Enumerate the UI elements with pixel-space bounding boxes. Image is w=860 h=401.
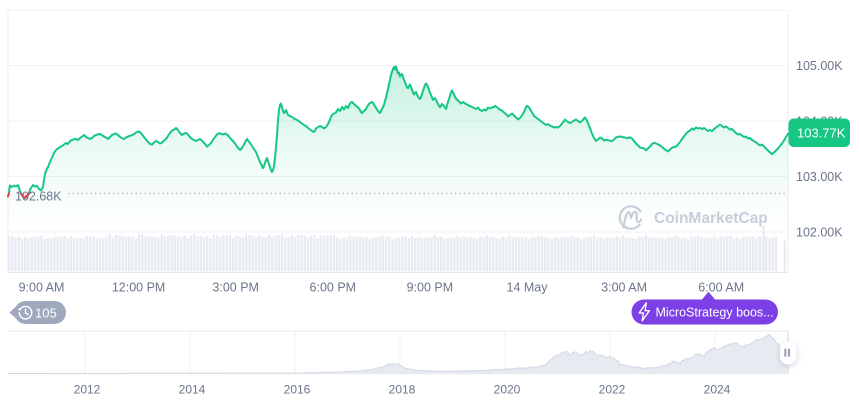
svg-text:2016: 2016 [284, 383, 311, 397]
svg-text:103.77K: 103.77K [797, 126, 846, 141]
svg-text:MicroStrategy boos...: MicroStrategy boos... [656, 306, 774, 320]
svg-text:2024: 2024 [704, 383, 731, 397]
svg-text:9:00 AM: 9:00 AM [19, 281, 65, 295]
svg-text:2012: 2012 [74, 383, 101, 397]
svg-text:2022: 2022 [599, 383, 626, 397]
svg-text:3:00 AM: 3:00 AM [601, 281, 647, 295]
svg-text:105: 105 [35, 306, 57, 321]
svg-text:12:00 PM: 12:00 PM [112, 281, 166, 295]
svg-text:3:00 PM: 3:00 PM [212, 281, 259, 295]
svg-text:CoinMarketCap: CoinMarketCap [654, 210, 768, 227]
svg-text:2020: 2020 [494, 383, 521, 397]
svg-text:9:00 PM: 9:00 PM [407, 281, 454, 295]
svg-text:105.00K: 105.00K [796, 59, 843, 73]
svg-text:6:00 AM: 6:00 AM [698, 281, 744, 295]
svg-text:2018: 2018 [389, 383, 416, 397]
svg-text:6:00 PM: 6:00 PM [310, 281, 357, 295]
svg-text:14 May: 14 May [507, 281, 549, 295]
svg-text:102.00K: 102.00K [796, 225, 843, 239]
svg-text:103.00K: 103.00K [796, 170, 843, 184]
svg-text:2014: 2014 [179, 383, 206, 397]
svg-text:102.68K: 102.68K [15, 190, 62, 204]
